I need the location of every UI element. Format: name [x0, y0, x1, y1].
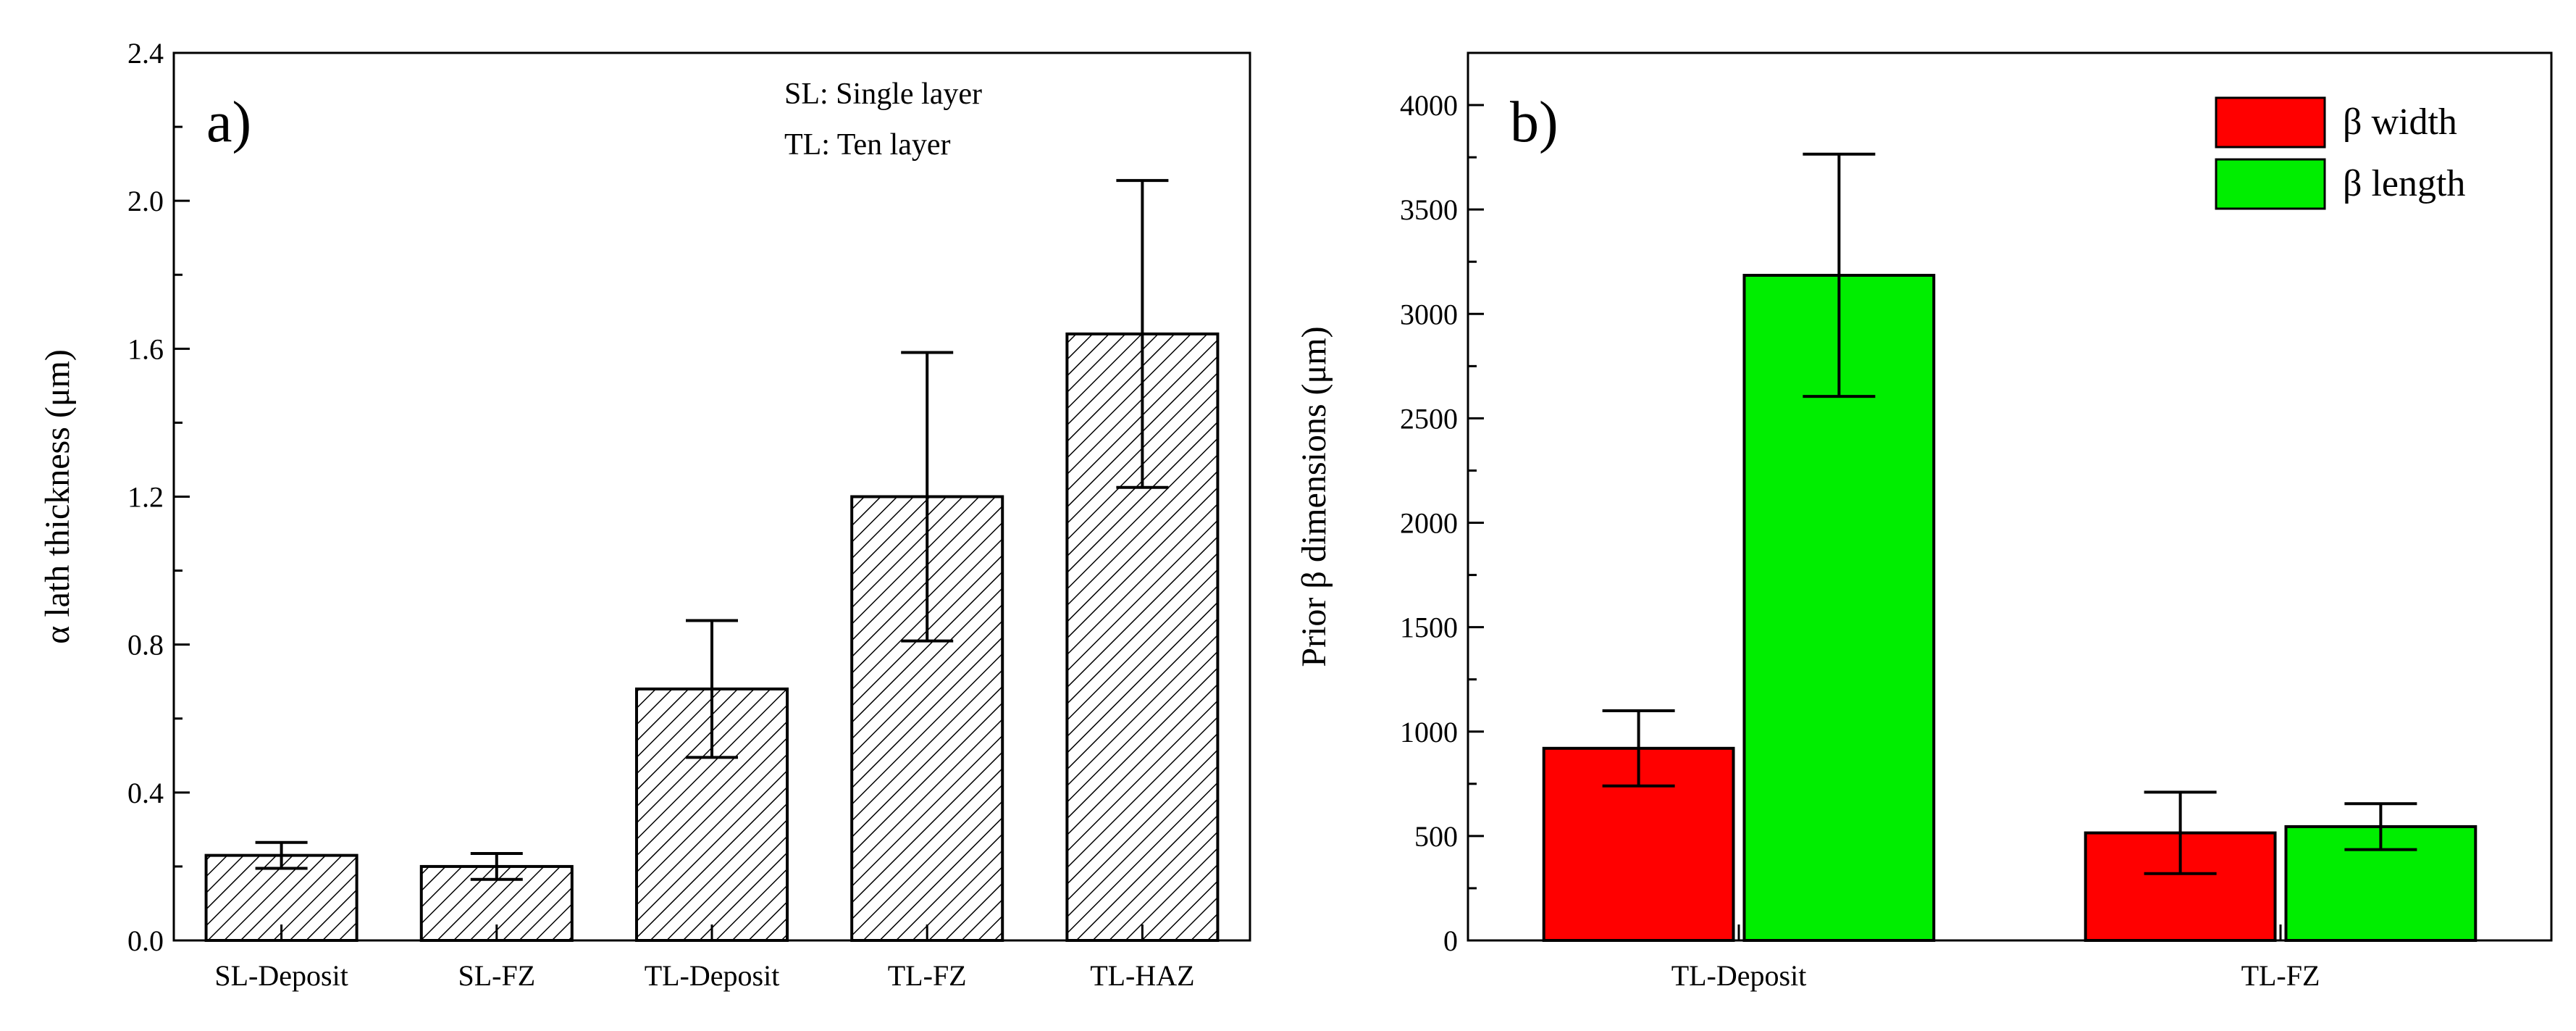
panel-a-y-tick-label: 1.6	[127, 333, 164, 365]
panel-b-y-tick-label: 4000	[1400, 89, 1458, 122]
legend-swatch-beta-width	[2216, 98, 2325, 147]
panel-a-y-tick-label: 1.2	[127, 481, 164, 514]
x-tick-label-tl-deposit: TL-Deposit	[1671, 959, 1807, 992]
panel-a-y-tick-label: 0.8	[127, 629, 164, 661]
panel-b-y-tick-label: 500	[1414, 820, 1458, 853]
panel-b-y-tick-label: 3000	[1400, 298, 1458, 330]
panel-a-chart: 0.0 0.4 0.8 1.2 1.6 2.0 2.4 SL-Deposit SL-FZ TL-…	[38, 37, 1250, 992]
x-tick-label-tl-haz: TL-HAZ	[1090, 959, 1194, 992]
panel-a-annotation-tl: TL: Ten layer	[784, 128, 951, 162]
panel-b-y-tick-label: 1000	[1400, 716, 1458, 748]
panel-a-annotation-sl: SL: Single layer	[784, 78, 982, 111]
legend-label-beta-length: β length	[2343, 163, 2465, 204]
x-tick-label-tl-fz: TL-FZ	[2241, 959, 2320, 992]
panel-b-y-tick-label: 3500	[1400, 193, 1458, 226]
panel-a-label: a)	[206, 91, 251, 154]
panel-a-y-tick-label: 0.4	[127, 777, 164, 809]
panel-a-y-axis-title: α lath thickness (μm)	[38, 349, 77, 644]
panel-a-y-axis: 0.0 0.4 0.8 1.2 1.6 2.0 2.4	[127, 37, 190, 957]
x-tick-label-sl-deposit: SL-Deposit	[214, 959, 348, 992]
panel-b-label: b)	[1510, 91, 1558, 154]
legend-swatch-beta-length	[2216, 159, 2325, 209]
panel-b-y-tick-label: 2500	[1400, 402, 1458, 435]
panel-b-y-axis: 0 500 1000 1500 2000 2500 3000 3500 4000	[1400, 89, 1484, 957]
panel-b-y-tick-label: 1500	[1400, 611, 1458, 644]
x-tick-label-sl-fz: SL-FZ	[458, 959, 535, 992]
panel-a-y-tick-label: 2.0	[127, 185, 164, 217]
panel-b-bars	[1544, 275, 2476, 940]
panel-b-y-axis-title: Prior β dimensions (μm)	[1295, 326, 1333, 667]
panel-b-chart: 0 500 1000 1500 2000 2500 3000 3500 4000 TL-Depo…	[1295, 53, 2551, 992]
panel-b-y-tick-label: 2000	[1400, 507, 1458, 540]
panel-b-y-tick-label: 0	[1443, 924, 1458, 957]
x-tick-label-tl-fz: TL-FZ	[888, 959, 967, 992]
legend-label-beta-width: β width	[2343, 101, 2457, 143]
panel-a-y-tick-label: 2.4	[127, 37, 164, 70]
figure: 0.0 0.4 0.8 1.2 1.6 2.0 2.4 SL-Deposit SL-FZ TL-…	[0, 0, 2576, 1031]
panel-b-legend: β width β length	[2216, 98, 2465, 209]
panel-a-y-tick-label: 0.0	[127, 924, 164, 957]
x-tick-label-tl-deposit: TL-Deposit	[645, 959, 780, 992]
